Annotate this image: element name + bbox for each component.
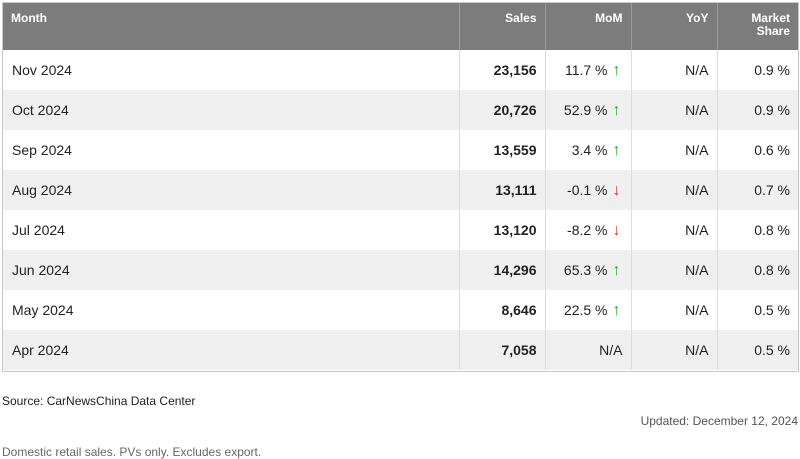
cell-month: Jun 2024	[3, 250, 460, 290]
cell-market-share: 0.5 %	[717, 290, 798, 330]
table-row: May 2024 8,646 22.5 % ↑ N/A 0.5 %	[3, 290, 798, 330]
arrow-up-icon: ↑	[612, 142, 621, 159]
cell-month: Nov 2024	[3, 50, 460, 90]
mom-value: 22.5 %	[563, 302, 608, 318]
cell-sales: 14,296	[459, 250, 546, 290]
mom-value: 65.3 %	[563, 262, 608, 278]
arrow-down-icon: ↓	[612, 182, 621, 199]
cell-market-share: 0.8 %	[717, 250, 798, 290]
sales-table: Month Sales MoM YoY Market Share Nov 2024…	[3, 3, 798, 370]
mom-value: 11.7 %	[564, 62, 608, 78]
cell-yoy: N/A	[631, 130, 718, 170]
cell-mom: 22.5 % ↑	[545, 290, 632, 330]
header-market-share-line2: Share	[756, 24, 790, 38]
cell-mom: -0.1 % ↓	[545, 170, 632, 210]
cell-month: Apr 2024	[3, 330, 460, 370]
arrow-up-icon: ↑	[612, 302, 621, 319]
cell-yoy: N/A	[631, 290, 718, 330]
mom-value: -8.2 %	[567, 222, 608, 238]
cell-mom: N/A	[545, 330, 632, 370]
cell-sales: 7,058	[459, 330, 546, 370]
cell-sales: 23,156	[459, 50, 546, 90]
cell-sales: 8,646	[459, 290, 546, 330]
cell-market-share: 0.8 %	[717, 210, 798, 250]
arrow-up-icon: ↑	[612, 102, 621, 119]
table-row: Oct 2024 20,726 52.9 % ↑ N/A 0.9 %	[3, 90, 798, 130]
cell-yoy: N/A	[631, 330, 718, 370]
header-market-share-line1: Market	[751, 11, 790, 25]
cell-mom: -8.2 % ↓	[545, 210, 632, 250]
cell-month: May 2024	[3, 290, 460, 330]
source-note: Source: CarNewsChina Data Center	[2, 394, 196, 408]
arrow-up-icon: ↑	[612, 262, 621, 279]
mom-value: -0.1 %	[567, 182, 608, 198]
table-row: Jun 2024 14,296 65.3 % ↑ N/A 0.8 %	[3, 250, 798, 290]
table-row: Aug 2024 13,111 -0.1 % ↓ N/A 0.7 %	[3, 170, 798, 210]
cell-yoy: N/A	[631, 210, 718, 250]
cell-mom: 3.4 % ↑	[545, 130, 632, 170]
cell-market-share: 0.6 %	[717, 130, 798, 170]
cell-market-share: 0.9 %	[717, 90, 798, 130]
footnote: Domestic retail sales. PVs only. Exclude…	[2, 445, 262, 459]
arrow-up-icon: ↑	[612, 62, 621, 79]
cell-sales: 13,120	[459, 210, 546, 250]
header-yoy[interactable]: YoY	[631, 3, 718, 50]
table-row: Sep 2024 13,559 3.4 % ↑ N/A 0.6 %	[3, 130, 798, 170]
cell-yoy: N/A	[631, 50, 718, 90]
header-mom[interactable]: MoM	[545, 3, 632, 50]
cell-market-share: 0.7 %	[717, 170, 798, 210]
header-sales[interactable]: Sales	[459, 3, 546, 50]
cell-mom: 11.7 % ↑	[545, 50, 632, 90]
cell-sales: 13,111	[459, 170, 546, 210]
table-row: Jul 2024 13,120 -8.2 % ↓ N/A 0.8 %	[3, 210, 798, 250]
cell-month: Sep 2024	[3, 130, 460, 170]
cell-mom: 52.9 % ↑	[545, 90, 632, 130]
cell-sales: 13,559	[459, 130, 546, 170]
cell-market-share: 0.9 %	[717, 50, 798, 90]
cell-yoy: N/A	[631, 250, 718, 290]
cell-month: Jul 2024	[3, 210, 460, 250]
cell-mom: 65.3 % ↑	[545, 250, 632, 290]
cell-yoy: N/A	[631, 170, 718, 210]
cell-month: Aug 2024	[3, 170, 460, 210]
cell-month: Oct 2024	[3, 90, 460, 130]
table-row: Nov 2024 23,156 11.7 % ↑ N/A 0.9 %	[3, 50, 798, 90]
arrow-down-icon: ↓	[612, 222, 621, 239]
header-market-share[interactable]: Market Share	[717, 3, 798, 50]
header-month[interactable]: Month	[3, 3, 460, 50]
mom-value: 52.9 %	[563, 102, 608, 118]
cell-market-share: 0.5 %	[717, 330, 798, 370]
table-row: Apr 2024 7,058 N/A N/A 0.5 %	[3, 330, 798, 370]
mom-value: 3.4 %	[571, 142, 608, 158]
table-header-row: Month Sales MoM YoY Market Share	[3, 3, 798, 50]
cell-yoy: N/A	[631, 90, 718, 130]
cell-sales: 20,726	[459, 90, 546, 130]
updated-date: Updated: December 12, 2024	[640, 414, 798, 428]
mom-value: N/A	[599, 342, 623, 358]
